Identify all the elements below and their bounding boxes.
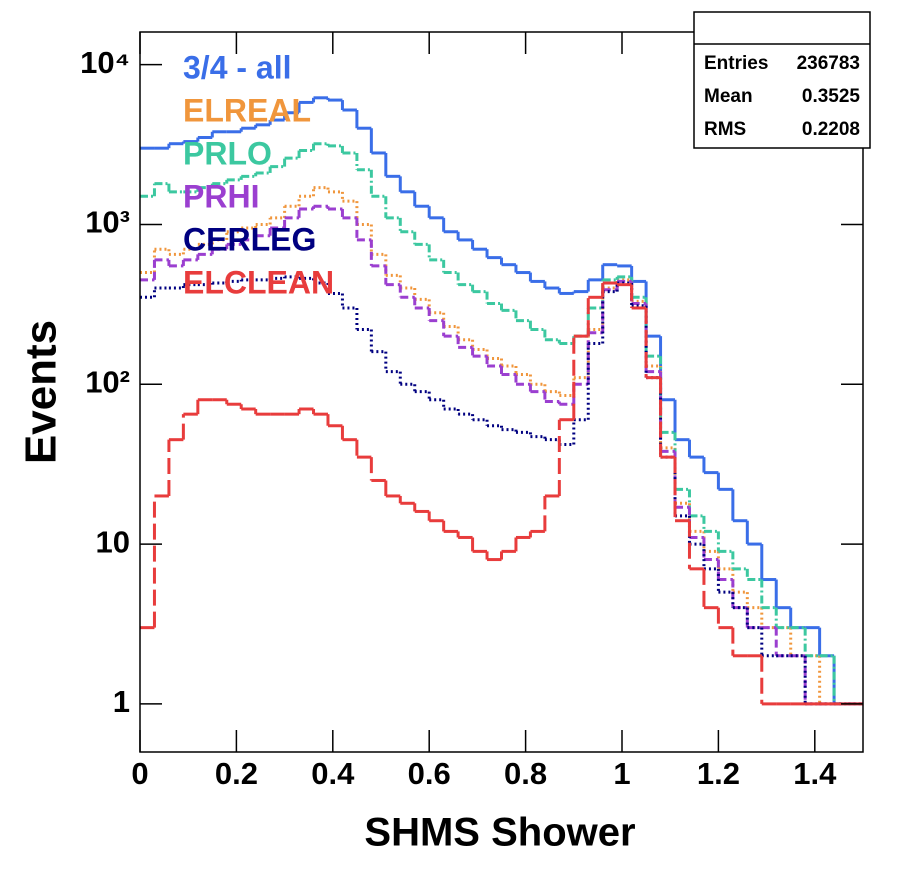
- x-tick-label: 1: [613, 756, 630, 791]
- legend-entry: ELREAL: [183, 92, 311, 128]
- x-tick-label: 0.4: [311, 756, 355, 791]
- legend-entry: PRHI: [183, 178, 259, 214]
- x-tick-label: 0.6: [408, 756, 451, 791]
- y-tick-label: 10³: [85, 205, 130, 240]
- x-tick-label: 0.8: [504, 756, 547, 791]
- legend-entry: ELCLEAN: [183, 264, 334, 300]
- plot-frame: [139, 31, 864, 753]
- stats-box: [693, 11, 871, 149]
- y-tick-label: 10²: [85, 364, 130, 399]
- x-tick-label: 1.4: [793, 756, 837, 791]
- stats-value: 0.3525: [802, 86, 861, 107]
- y-tick-label: 10⁴: [80, 45, 130, 80]
- x-tick-label: 0: [131, 756, 148, 791]
- stats-value: 236783: [797, 53, 860, 74]
- y-tick-label: 1: [113, 684, 130, 719]
- x-axis-label: SHMS Shower: [364, 811, 635, 855]
- legend-entry: CERLEG: [183, 221, 316, 257]
- y-tick-label: 10: [96, 524, 130, 559]
- legend-entry: PRLO: [183, 135, 272, 171]
- x-tick-label: 0.2: [215, 756, 258, 791]
- stats-value: 0.2208: [802, 119, 860, 140]
- stats-label: Entries: [704, 53, 768, 74]
- y-axis-label: Events: [17, 320, 66, 464]
- legend-entry: 3/4 - all: [183, 49, 292, 85]
- stats-label: Mean: [704, 86, 753, 107]
- x-tick-label: 1.2: [697, 756, 740, 791]
- stats-label: RMS: [704, 119, 746, 140]
